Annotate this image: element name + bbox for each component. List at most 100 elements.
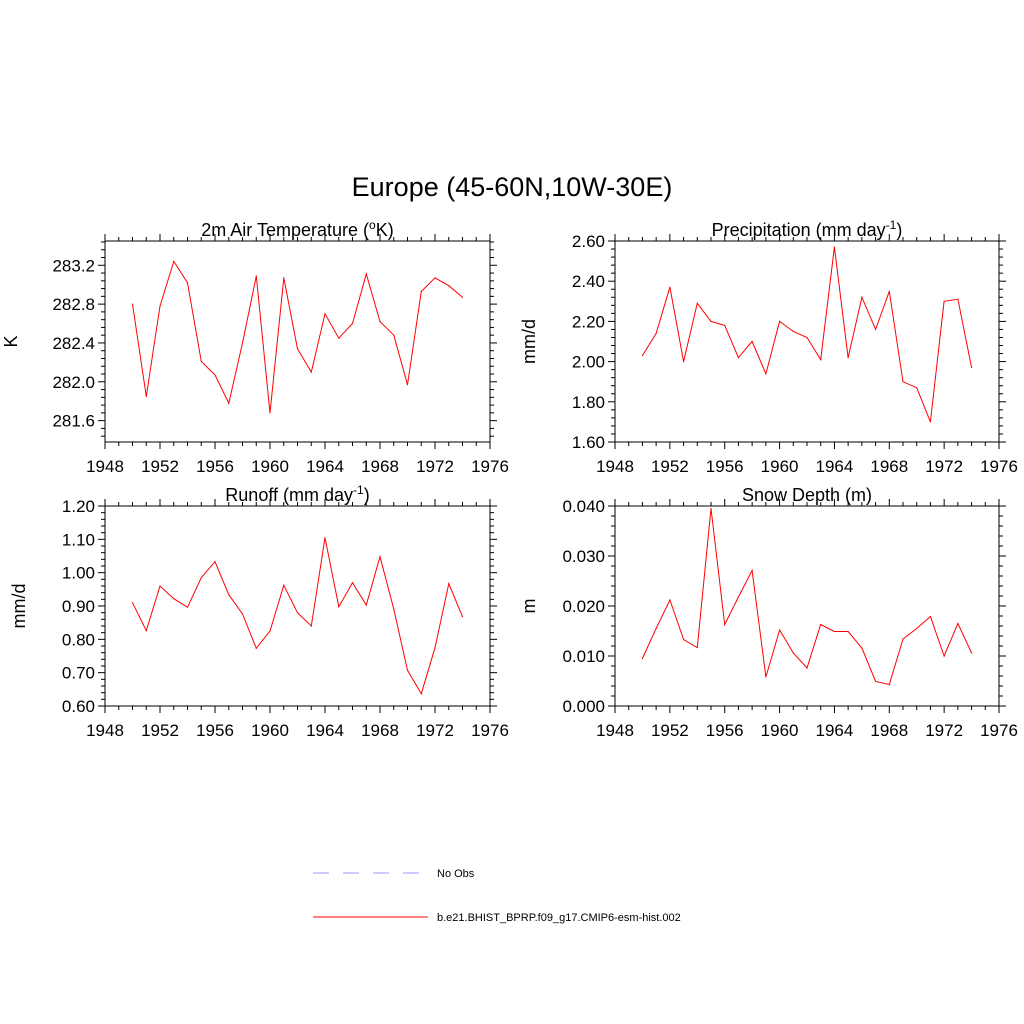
data-point-1965 (338, 337, 340, 339)
data-point-1972 (943, 300, 945, 302)
x-tick-label: 1968 (361, 457, 399, 476)
figure-title: Europe (45-60N,10W-30E) (352, 172, 673, 202)
data-point-1951 (145, 630, 147, 632)
y-tick-label: 282.0 (52, 373, 95, 392)
data-point-1967 (874, 328, 877, 331)
data-point-1972 (943, 655, 945, 657)
data-point-1961 (792, 652, 794, 654)
data-point-1969 (393, 334, 395, 336)
data-point-1950 (131, 303, 134, 305)
series-line (641, 508, 973, 686)
data-point-1960 (778, 629, 781, 631)
data-point-1962 (296, 348, 299, 350)
x-tick-label: 1964 (306, 457, 344, 476)
panel-title-superscript: -1 (353, 483, 364, 497)
panel-title-text: Snow Depth (m) (742, 485, 872, 505)
panel-title-text: Precipitation (mm day (712, 220, 886, 240)
data-point-1956 (214, 374, 216, 376)
panel-title-text: Runoff (mm day (225, 485, 353, 505)
y-tick-label: 282.4 (52, 334, 95, 353)
data-point-1956 (724, 623, 726, 626)
y-tick-label: 0.030 (562, 547, 605, 566)
data-point-1974 (461, 616, 464, 618)
x-tick-label: 1960 (761, 457, 799, 476)
y-tick-label: 1.10 (62, 530, 95, 549)
data-point-1970 (406, 669, 409, 671)
data-point-1956 (724, 324, 726, 327)
x-tick-label: 1964 (816, 457, 854, 476)
data-point-1955 (200, 577, 202, 579)
data-point-1965 (847, 630, 849, 633)
y-tick-label: 2.40 (572, 272, 605, 291)
data-point-1950 (131, 602, 134, 604)
y-tick-label: 0.000 (562, 697, 605, 716)
data-point-1971 (929, 615, 932, 618)
data-point-1971 (420, 290, 422, 293)
data-point-1953 (682, 361, 685, 363)
data-point-1958 (751, 340, 753, 343)
x-tick-label: 1952 (141, 457, 179, 476)
data-point-1971 (929, 421, 932, 423)
y-tick-label: 1.80 (572, 393, 605, 412)
x-tick-label: 1948 (86, 721, 124, 740)
x-tick-label: 1972 (925, 457, 963, 476)
x-tick-label: 1964 (306, 721, 344, 740)
data-point-1957 (737, 356, 740, 359)
data-point-1957 (737, 596, 740, 598)
y-tick-label: 281.6 (52, 412, 95, 431)
data-point-1966 (351, 322, 354, 325)
data-point-1974 (461, 296, 464, 298)
data-point-1968 (888, 290, 890, 292)
data-point-1951 (655, 627, 657, 630)
y-tick-label: 2.60 (572, 232, 605, 251)
y-tick-label: 1.00 (62, 564, 95, 583)
panel-title-superscript: -1 (886, 218, 897, 232)
y-tick-label: 0.040 (562, 497, 605, 516)
data-point-1960 (269, 412, 271, 414)
x-tick-label: 1960 (251, 457, 289, 476)
x-tick-label: 1948 (86, 457, 124, 476)
data-point-1962 (806, 667, 808, 669)
panel-title: Snow Depth (m) (742, 485, 872, 505)
data-point-1954 (696, 646, 698, 649)
data-point-1954 (186, 606, 189, 608)
data-point-1968 (888, 683, 890, 686)
panel-title: Runoff (mm day-1) (225, 483, 369, 505)
data-point-1972 (434, 647, 436, 649)
data-point-1960 (269, 630, 271, 632)
panel-title-text: 2m Air Temperature ( (201, 220, 369, 240)
panel-title: 2m Air Temperature (oK) (201, 218, 393, 240)
data-point-1957 (228, 402, 230, 404)
data-point-1952 (669, 286, 671, 288)
data-point-1955 (710, 507, 712, 510)
y-tick-label: 1.20 (62, 497, 95, 516)
data-point-1951 (145, 395, 147, 397)
panel-title-suffix: ) (364, 485, 370, 505)
chart-panel-snow-depth: 1948 1952 1956 1960 1964 1968 1972 1976 0.000 0.0… (519, 485, 1018, 740)
y-tick-label: 282.8 (52, 295, 95, 314)
y-tick-label: 0.70 (62, 664, 95, 683)
data-point-1966 (351, 582, 354, 584)
chart-panel-temperature: 1948 1952 1956 1960 1964 1968 1972 1976 281.6 282… (1, 218, 509, 476)
data-point-1966 (861, 296, 863, 298)
data-point-1950 (641, 657, 644, 660)
data-point-1964 (833, 246, 836, 248)
y-tick-label: 0.90 (62, 597, 95, 616)
x-tick-label: 1956 (196, 721, 234, 740)
x-tick-label: 1952 (651, 721, 689, 740)
data-point-1962 (296, 612, 299, 614)
data-point-1969 (902, 638, 904, 640)
data-point-1961 (283, 584, 285, 586)
data-point-1958 (241, 342, 244, 344)
data-point-1967 (365, 273, 367, 275)
plot-frame (614, 505, 1000, 707)
data-point-1961 (283, 277, 285, 279)
data-point-1950 (641, 354, 644, 357)
data-point-1969 (393, 608, 395, 610)
y-tick-label: 0.60 (62, 697, 95, 716)
x-tick-label: 1956 (706, 721, 744, 740)
panel-title-suffix: K) (376, 220, 394, 240)
data-point-1961 (792, 330, 794, 333)
data-point-1960 (778, 320, 781, 322)
